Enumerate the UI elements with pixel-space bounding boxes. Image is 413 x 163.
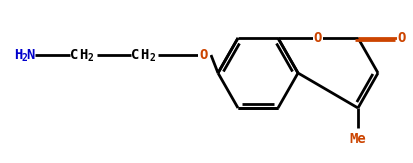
Text: O: O [200,48,208,62]
Text: 2: 2 [21,53,27,63]
Text: N: N [26,48,34,62]
Text: C: C [70,48,78,62]
Text: C: C [131,48,139,62]
Text: H: H [14,48,22,62]
Text: O: O [398,31,406,45]
Text: O: O [314,31,322,45]
Text: H: H [140,48,148,62]
Text: 2: 2 [88,53,94,63]
Text: 2: 2 [149,53,155,63]
Text: Me: Me [350,132,366,146]
Text: H: H [79,48,88,62]
